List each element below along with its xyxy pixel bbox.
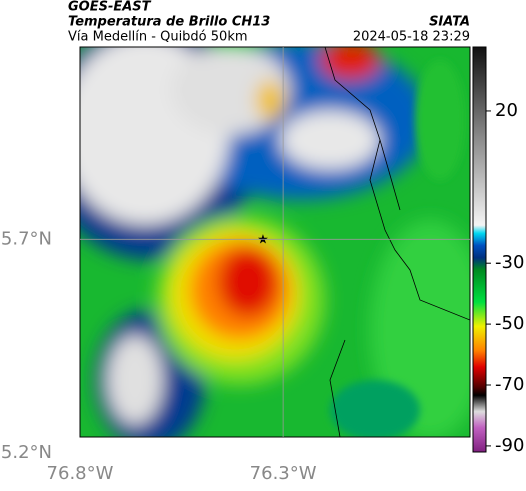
source: SIATA xyxy=(429,15,470,30)
subtitle: Temperatura de Brillo CH13 xyxy=(68,15,270,30)
satellite-image: ★ xyxy=(80,47,470,437)
map-frame xyxy=(79,46,471,438)
colorbar-tick-label: -50 xyxy=(495,313,524,334)
y-tick-label: 5.7°N xyxy=(1,228,52,249)
colorbar-tick-label: -30 xyxy=(495,252,524,273)
colorbar-tick-label: -90 xyxy=(495,435,524,456)
colorbar-tick-label: -70 xyxy=(495,374,524,395)
y-tick-label: 5.2°N xyxy=(1,442,52,463)
x-tick-label: 76.3°W xyxy=(250,463,317,484)
location: Vía Medellín - Quibdó 50km xyxy=(68,30,248,45)
colorbar-tick-label: 20 xyxy=(495,100,518,121)
svg-text:★: ★ xyxy=(257,233,269,248)
x-tick-label: 76.8°W xyxy=(47,463,114,484)
colorbar xyxy=(472,46,487,453)
title: GOES-EAST xyxy=(68,0,152,15)
datetime: 2024-05-18 23:29 xyxy=(353,30,470,45)
